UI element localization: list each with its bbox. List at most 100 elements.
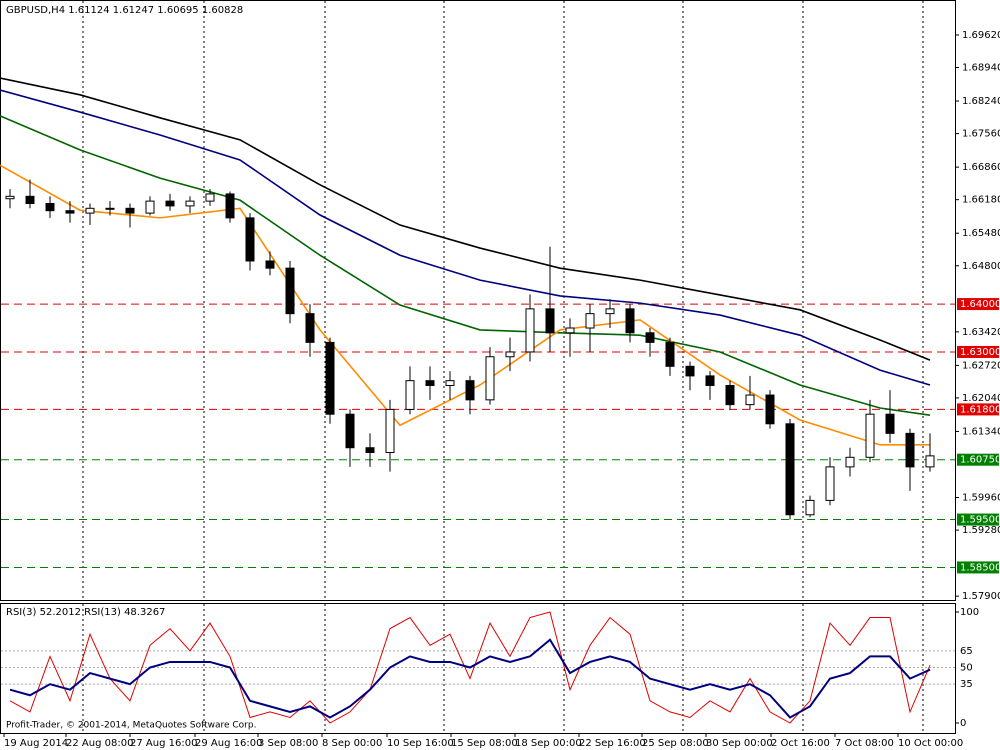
candle-body xyxy=(265,260,275,269)
y-tick-label: 100 xyxy=(960,607,979,618)
candle-body xyxy=(925,455,935,468)
x-tick-label: 3 Sep 08:00 xyxy=(258,738,318,749)
y-tick-label: 1.69620 xyxy=(962,30,1000,41)
candle-body xyxy=(65,210,75,214)
candle-body xyxy=(565,327,575,334)
candle-body xyxy=(325,341,335,415)
level-badge xyxy=(957,453,999,466)
candle-body xyxy=(525,308,535,353)
candle-body xyxy=(125,207,135,214)
candle-body xyxy=(145,200,155,214)
candle-body xyxy=(445,380,455,386)
y-tick-label: 1.62040 xyxy=(962,393,1000,404)
candle-body xyxy=(825,466,835,501)
level-label: 1.60750 xyxy=(960,455,1000,466)
rsi-line xyxy=(9,611,931,724)
candle-body xyxy=(365,447,375,454)
x-tick-label: 29 Aug 16:00 xyxy=(195,738,262,749)
candle-body xyxy=(165,200,175,207)
candle-body xyxy=(705,375,715,386)
level-label: 1.61800 xyxy=(960,404,1000,415)
y-tick-label: 1.57900 xyxy=(962,591,1000,602)
candle-body xyxy=(845,456,855,468)
x-tick-label: 30 Sep 00:00 xyxy=(706,738,773,749)
y-tick-label: 1.66180 xyxy=(962,195,1000,206)
candle-body xyxy=(505,351,515,358)
candle-body xyxy=(865,413,875,458)
candle-body xyxy=(545,308,555,334)
level-label: 1.63000 xyxy=(960,347,1000,358)
x-tick-label: 25 Sep 08:00 xyxy=(642,738,709,749)
level-badge xyxy=(957,403,999,416)
candle-body xyxy=(305,313,315,343)
candle-body xyxy=(665,341,675,367)
candle-body xyxy=(425,380,435,386)
y-tick-label: 0 xyxy=(960,718,966,729)
rsi-title: RSI(3) 52.2012 RSI(13) 48.3267 xyxy=(6,607,165,618)
candle-body xyxy=(45,203,55,212)
copyright: Profit-Trader, © 2001-2014, MetaQuotes S… xyxy=(6,721,256,731)
candle-body xyxy=(385,408,395,454)
y-tick-label: 1.64800 xyxy=(962,261,1000,272)
level-label: 1.58500 xyxy=(960,562,1000,573)
candle-body xyxy=(725,384,735,406)
moving-average xyxy=(0,115,931,416)
y-tick-label: 1.66860 xyxy=(962,162,1000,173)
level-badge xyxy=(957,513,999,526)
candle-body xyxy=(405,380,415,410)
candle-body xyxy=(105,207,115,210)
level-badge xyxy=(957,298,999,311)
x-tick-label: 15 Sep 08:00 xyxy=(451,738,518,749)
rsi-frame xyxy=(0,603,956,734)
candle-body xyxy=(285,267,295,315)
x-tick-label: 8 Sep 00:00 xyxy=(322,738,382,749)
x-tick-label: 10 Sep 16:00 xyxy=(387,738,454,749)
candle-body xyxy=(785,423,795,516)
level-label: 1.64000 xyxy=(960,299,1000,310)
candle-body xyxy=(685,365,695,377)
candle-body xyxy=(465,380,475,401)
price-frame xyxy=(0,0,956,601)
y-tick-label: 65 xyxy=(960,646,973,657)
candle-body xyxy=(345,413,355,449)
candle-body xyxy=(605,308,615,315)
y-tick-label: 1.59960 xyxy=(962,493,1000,504)
y-tick-label: 50 xyxy=(960,663,973,674)
y-tick-label: 1.65480 xyxy=(962,228,1000,239)
candle-body xyxy=(585,313,595,329)
x-tick-label: 18 Sep 00:00 xyxy=(515,738,582,749)
candle-body xyxy=(485,356,495,401)
y-tick-label: 1.68240 xyxy=(962,96,1000,107)
x-tick-label: 22 Sep 16:00 xyxy=(579,738,646,749)
candle-body xyxy=(885,413,895,434)
x-tick-label: 7 Oct 08:00 xyxy=(835,738,894,749)
candle-body xyxy=(245,217,255,262)
moving-average xyxy=(0,77,931,361)
y-tick-label: 1.68940 xyxy=(962,63,1000,74)
candle-body xyxy=(625,308,635,334)
candle-body xyxy=(745,394,755,406)
level-label: 1.59500 xyxy=(960,515,1000,526)
candle-body xyxy=(905,432,915,468)
candle-body xyxy=(225,193,235,219)
moving-average xyxy=(0,89,931,386)
y-tick-label: 1.62720 xyxy=(962,360,1000,371)
y-tick-label: 35 xyxy=(960,679,973,690)
y-tick-label: 1.61340 xyxy=(962,426,1000,437)
candle-body xyxy=(765,394,775,425)
y-tick-label: 1.67560 xyxy=(962,129,1000,140)
chart-title: GBPUSD,H4 1.61124 1.61247 1.60695 1.6082… xyxy=(6,5,243,16)
candle-body xyxy=(645,332,655,343)
rsi-line xyxy=(9,638,931,719)
level-badge xyxy=(957,561,999,574)
x-tick-label: 10 Oct 00:00 xyxy=(898,738,963,749)
candle-body xyxy=(25,195,35,205)
moving-average xyxy=(0,164,930,446)
x-tick-label: 22 Aug 08:00 xyxy=(66,738,133,749)
y-tick-label: 1.59280 xyxy=(962,525,1000,536)
candle-body xyxy=(185,200,195,207)
candle-body xyxy=(5,195,15,200)
